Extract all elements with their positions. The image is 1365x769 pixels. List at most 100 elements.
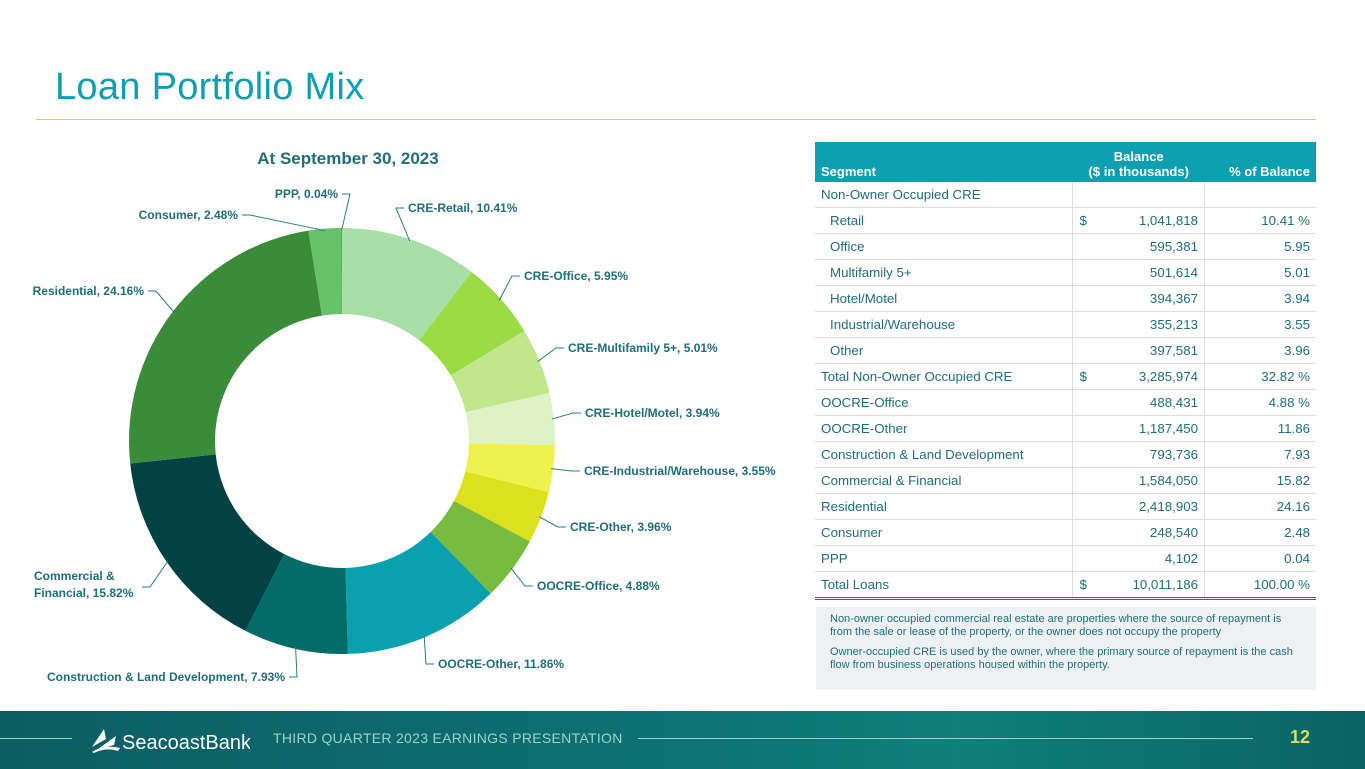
sail-icon xyxy=(92,729,120,753)
slice-label: CRE-Industrial/Warehouse, 3.55% xyxy=(584,464,776,478)
donut-slice xyxy=(341,228,342,315)
row-segment: Industrial/Warehouse xyxy=(815,311,1073,338)
slice-leader-line xyxy=(423,635,434,665)
slice-label: CRE-Other, 3.96% xyxy=(570,520,672,534)
table-row: Total Non-Owner Occupied CRE $3,285,974 32… xyxy=(815,363,1316,390)
row-percent: 3.96 xyxy=(1204,337,1316,364)
row-dollar-sign xyxy=(1072,545,1090,572)
row-segment: Construction & Land Development xyxy=(815,441,1073,468)
donut-slice xyxy=(345,531,491,654)
note-non-owner-occupied: Non-owner occupied commercial real estat… xyxy=(830,613,1282,638)
row-balance: 1,041,818 xyxy=(1089,207,1205,234)
slice-label: CRE-Retail, 10.41% xyxy=(408,201,518,215)
row-balance: 397,581 xyxy=(1089,337,1205,364)
row-balance: 248,540 xyxy=(1089,519,1205,546)
logo-text: SeacoastBank xyxy=(122,732,250,754)
row-percent: 15.82 xyxy=(1204,467,1316,494)
row-segment: PPP xyxy=(815,545,1073,572)
donut-slice xyxy=(430,500,530,594)
donut-slice xyxy=(450,330,550,413)
footer-presentation-title: THIRD QUARTER 2023 EARNINGS PRESENTATION xyxy=(273,730,623,746)
slice-leader-line xyxy=(498,275,520,301)
table-row: PPP 4,102 0.04 xyxy=(815,545,1316,572)
donut-slice xyxy=(342,228,472,341)
table-row: Non-Owner Occupied CRE xyxy=(815,182,1316,208)
row-balance: 595,381 xyxy=(1089,233,1205,260)
row-dollar-sign xyxy=(1072,415,1090,442)
slice-leader-line xyxy=(551,412,581,420)
seacoast-bank-logo: SeacoastBank xyxy=(92,729,250,754)
row-dollar-sign xyxy=(1072,519,1090,546)
row-dollar-sign xyxy=(1072,311,1090,338)
table-header-row: Segment Balance ($ in thousands) % of Ba… xyxy=(815,142,1316,182)
row-dollar-sign xyxy=(1072,259,1090,286)
donut-slice xyxy=(419,271,525,376)
slice-label: Construction & Land Development, 7.93% xyxy=(47,670,285,684)
row-segment: Retail xyxy=(815,207,1073,234)
slice-label: Residential, 24.16% xyxy=(33,284,145,298)
header-balance-line2: ($ in thousands) xyxy=(1088,164,1189,179)
row-balance: 488,431 xyxy=(1089,389,1205,416)
table-row: Commercial & Financial 1,584,050 15.82 xyxy=(815,467,1316,494)
row-segment: Hotel/Motel xyxy=(815,285,1073,312)
footer-bar: SeacoastBank THIRD QUARTER 2023 EARNINGS… xyxy=(0,711,1365,769)
row-percent: 5.01 xyxy=(1204,259,1316,286)
slice-label: Commercial & Financial, 15.82% xyxy=(34,569,134,600)
row-balance: 394,367 xyxy=(1089,285,1205,312)
slice-leader-line xyxy=(537,347,564,363)
table-row: Office 595,381 5.95 xyxy=(815,233,1316,260)
row-segment: Commercial & Financial xyxy=(815,467,1073,494)
chart-title: At September 30, 2023 xyxy=(257,149,438,168)
row-percent: 2.48 xyxy=(1204,519,1316,546)
table-row: OOCRE-Office 488,431 4.88 % xyxy=(815,389,1316,416)
loan-mix-donut-chart: At September 30, 2023 CRE-Retail, 10.41%… xyxy=(33,149,776,684)
slice-leader-line xyxy=(538,516,566,528)
header-balance-line1: Balance xyxy=(1113,149,1164,164)
slice-leader-line xyxy=(395,207,411,242)
row-percent: 24.16 xyxy=(1204,493,1316,520)
donut-slice xyxy=(308,228,342,316)
row-balance: 10,011,186 xyxy=(1089,571,1205,600)
slice-label: PPP, 0.04% xyxy=(275,187,338,201)
table-row: OOCRE-Other 1,187,450 11.86 xyxy=(815,415,1316,442)
row-percent: 3.55 xyxy=(1204,311,1316,338)
row-balance: 1,584,050 xyxy=(1089,467,1205,494)
row-percent: 32.82 % xyxy=(1204,363,1316,390)
row-balance: 3,285,974 xyxy=(1089,363,1205,390)
slice-leader-line xyxy=(148,290,175,314)
table-row: Retail $1,041,818 10.41 % xyxy=(815,207,1316,234)
table-row: Multifamily 5+ 501,614 5.01 xyxy=(815,259,1316,286)
row-dollar-sign xyxy=(1072,467,1090,494)
table-row: Other 397,581 3.96 xyxy=(815,337,1316,364)
slice-leader-line xyxy=(551,468,580,472)
row-percent: 5.95 xyxy=(1204,233,1316,260)
row-balance xyxy=(1089,182,1205,208)
row-dollar-sign: $ xyxy=(1072,363,1090,390)
donut-slice xyxy=(453,471,549,542)
row-segment: Consumer xyxy=(815,519,1073,546)
table-row: Consumer 248,540 2.48 xyxy=(815,519,1316,546)
row-percent: 10.41 % xyxy=(1204,207,1316,234)
loan-segment-table: Segment Balance ($ in thousands) % of Ba… xyxy=(815,142,1316,600)
row-dollar-sign xyxy=(1072,182,1090,208)
row-segment: OOCRE-Office xyxy=(815,389,1073,416)
slice-leader-line xyxy=(341,193,351,231)
row-balance: 501,614 xyxy=(1089,259,1205,286)
row-segment: Residential xyxy=(815,493,1073,520)
slice-leader-line xyxy=(242,214,326,232)
row-segment: Total Non-Owner Occupied CRE xyxy=(815,363,1073,390)
row-percent: 3.94 xyxy=(1204,285,1316,312)
row-dollar-sign xyxy=(1072,337,1090,364)
table-row: Total Loans $10,011,186 100.00 % xyxy=(815,571,1316,600)
row-dollar-sign xyxy=(1072,233,1090,260)
footer-rule-right xyxy=(638,738,1253,739)
donut-slice xyxy=(465,392,555,446)
slice-leader-line xyxy=(142,560,169,588)
row-balance: 355,213 xyxy=(1089,311,1205,338)
page-title: Loan Portfolio Mix xyxy=(55,66,365,108)
row-balance: 1,187,450 xyxy=(1089,415,1205,442)
slice-label: CRE-Office, 5.95% xyxy=(524,269,628,283)
title-divider xyxy=(36,119,1316,120)
row-percent: 4.88 % xyxy=(1204,389,1316,416)
table-row: Hotel/Motel 394,367 3.94 xyxy=(815,285,1316,312)
